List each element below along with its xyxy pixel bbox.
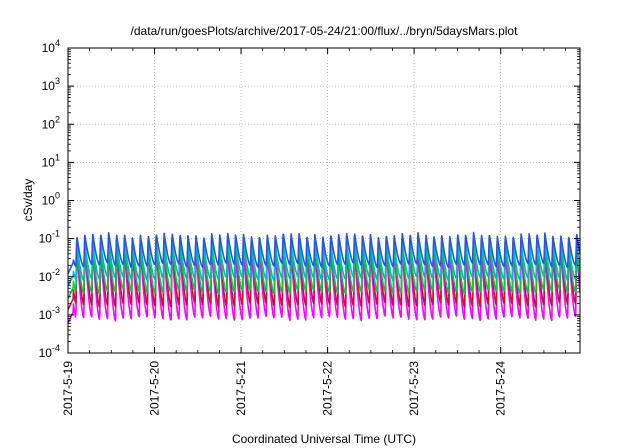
- series-line-5: [68, 231, 580, 274]
- y-axis-label: cSv/day: [21, 179, 35, 222]
- tick-marks: [67, 47, 580, 354]
- y-tick-label: 104: [42, 38, 60, 55]
- y-tick-label: 102: [42, 114, 60, 131]
- x-tick-label: 2017-5-24: [494, 361, 508, 416]
- x-tick-label: 2017-5-22: [321, 361, 335, 416]
- x-tick-labels: 2017-5-19 2017-5-20 2017-5-21 2017-5-22 2017…: [61, 361, 508, 416]
- y-tick-label: 103: [42, 76, 60, 93]
- x-tick-label: 2017-5-21: [234, 361, 248, 416]
- y-tick-label: 10-4: [39, 343, 60, 360]
- series-group: [68, 231, 580, 324]
- chart-title: /data/run/goesPlots/archive/2017-05-24/2…: [131, 24, 519, 38]
- series-line-4: [68, 239, 580, 287]
- y-tick-label: 10-3: [39, 305, 60, 322]
- series-line-1: [68, 246, 580, 324]
- y-tick-labels: 10-4 10-3 10-2 10-1 100 101 102 103 104: [39, 38, 60, 360]
- x-tick-label: 2017-5-19: [61, 361, 75, 416]
- y-tick-label: 100: [42, 191, 60, 208]
- y-tick-label: 101: [42, 152, 60, 169]
- x-tick-label: 2017-5-23: [407, 361, 421, 416]
- x-axis-label: Coordinated Universal Time (UTC): [232, 432, 416, 446]
- x-tick-label: 2017-5-20: [148, 361, 162, 416]
- y-tick-label: 10-2: [39, 267, 60, 284]
- y-tick-label: 10-1: [39, 229, 60, 246]
